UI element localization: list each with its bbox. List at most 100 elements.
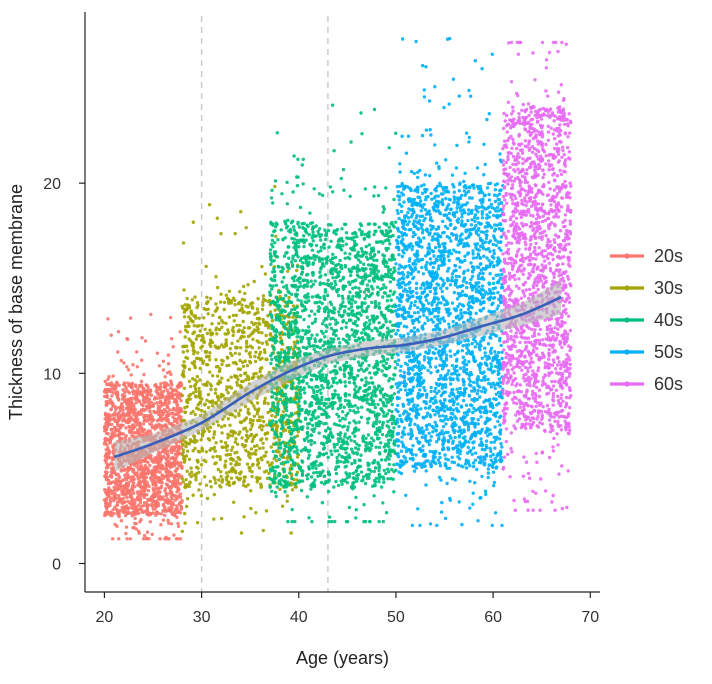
data-point — [150, 419, 154, 423]
data-point — [332, 393, 336, 397]
data-point — [352, 439, 357, 444]
data-point — [115, 503, 119, 507]
data-point — [255, 339, 259, 343]
data-point — [278, 397, 282, 402]
data-point — [307, 262, 311, 266]
data-point — [161, 359, 166, 363]
data-point — [107, 449, 111, 453]
data-point — [376, 291, 380, 296]
data-point — [206, 312, 210, 316]
data-point — [289, 531, 293, 535]
data-point — [172, 482, 176, 486]
data-point — [213, 477, 217, 482]
data-point — [181, 448, 185, 452]
data-point — [390, 384, 394, 389]
data-point — [223, 332, 227, 336]
data-point — [377, 384, 381, 388]
data-point — [238, 420, 243, 424]
data-point — [356, 390, 360, 394]
data-point — [385, 299, 390, 303]
data-point — [219, 292, 223, 296]
data-point — [194, 337, 198, 341]
data-point — [322, 246, 327, 250]
data-point — [285, 250, 289, 255]
data-point — [310, 321, 315, 325]
data-point — [110, 394, 114, 398]
data-point — [278, 336, 283, 340]
data-point — [343, 384, 348, 388]
data-point — [250, 424, 254, 428]
data-point — [148, 511, 152, 516]
data-point — [290, 264, 295, 268]
data-point — [173, 498, 177, 502]
data-point — [270, 461, 274, 465]
data-point — [242, 515, 246, 519]
data-point — [323, 290, 328, 294]
data-point — [117, 537, 121, 541]
data-point — [294, 400, 298, 405]
data-point — [172, 406, 176, 411]
data-point — [184, 308, 188, 312]
data-point — [238, 384, 243, 388]
data-point — [293, 519, 297, 524]
data-point — [341, 440, 345, 444]
data-point — [350, 266, 355, 270]
data-point — [238, 290, 242, 294]
data-point — [357, 336, 361, 340]
data-point — [237, 432, 241, 436]
data-point — [121, 408, 125, 412]
data-point — [199, 408, 204, 413]
data-point — [331, 276, 335, 280]
data-point — [353, 230, 357, 235]
data-point — [342, 363, 347, 367]
data-point — [180, 500, 184, 504]
data-point — [367, 243, 371, 247]
data-point — [343, 435, 347, 439]
data-point — [140, 358, 144, 362]
data-point — [220, 343, 224, 347]
data-point — [114, 384, 118, 388]
data-point — [133, 501, 137, 505]
data-point — [198, 482, 202, 486]
data-point — [291, 304, 296, 308]
data-point — [297, 225, 302, 229]
data-point — [241, 379, 245, 384]
data-point — [358, 260, 363, 264]
data-point — [355, 235, 359, 239]
data-point — [121, 501, 125, 505]
data-point — [342, 405, 346, 409]
data-point — [291, 190, 295, 194]
data-point — [325, 406, 329, 410]
data-point — [328, 185, 333, 189]
data-point — [140, 412, 144, 416]
data-point — [136, 503, 141, 507]
data-point — [309, 279, 313, 283]
data-point — [387, 428, 392, 433]
data-point — [342, 188, 346, 192]
data-point — [339, 236, 344, 241]
data-point — [373, 430, 378, 435]
data-point — [106, 482, 111, 486]
data-point — [286, 460, 290, 464]
data-point — [220, 445, 225, 449]
data-point — [233, 351, 237, 355]
data-point — [385, 433, 389, 437]
data-point — [321, 447, 326, 451]
data-point — [355, 479, 359, 483]
data-point — [238, 408, 243, 412]
data-point — [189, 466, 193, 470]
data-point — [104, 500, 108, 504]
data-point — [290, 519, 294, 524]
data-point — [185, 349, 190, 353]
data-point — [362, 267, 366, 272]
data-point — [219, 392, 224, 397]
data-point — [104, 400, 109, 404]
data-point — [326, 255, 330, 259]
data-point — [219, 474, 223, 479]
data-point — [274, 494, 278, 499]
data-point — [345, 519, 350, 524]
data-point — [294, 248, 298, 252]
data-point — [182, 315, 187, 319]
data-point — [324, 329, 328, 334]
data-point — [341, 300, 345, 304]
